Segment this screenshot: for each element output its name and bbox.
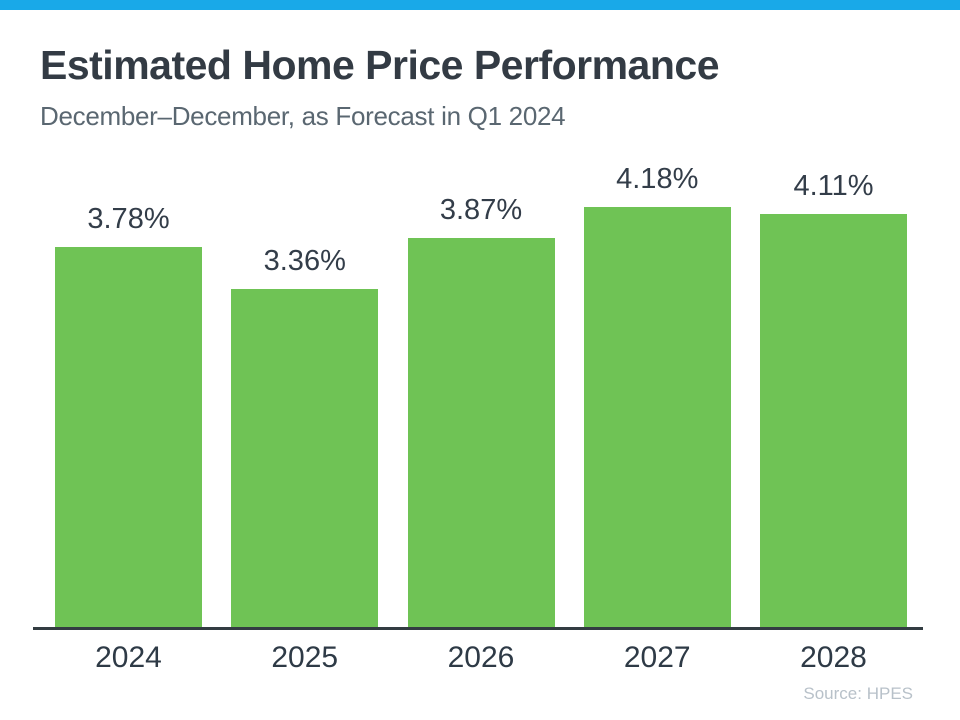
bar-2027 (583, 207, 731, 627)
x-axis-label: 2024 (95, 641, 162, 674)
bar-2026 (407, 238, 555, 627)
x-axis-label: 2025 (271, 641, 339, 674)
x-axis-label: 2027 (623, 641, 691, 674)
bar-value-label: 3.78% (87, 203, 170, 235)
bar-2028 (760, 214, 907, 627)
bar-2024 (55, 247, 202, 627)
bar-value-label: 4.11% (793, 170, 874, 202)
x-axis-line (33, 627, 923, 630)
page-subtitle: December–December, as Forecast in Q1 202… (40, 101, 566, 131)
bar-value-label: 3.87% (439, 194, 523, 226)
page-title: Estimated Home Price Performance (40, 42, 720, 88)
x-axis-label: 2026 (447, 641, 515, 674)
bar-2025 (231, 289, 379, 627)
top-accent-bar (0, 0, 960, 10)
bar-value-label: 3.36% (263, 245, 346, 277)
source-note: Source: HPES (803, 684, 913, 703)
x-axis-label: 2028 (800, 641, 867, 674)
bar-value-label: 4.18% (616, 163, 699, 195)
